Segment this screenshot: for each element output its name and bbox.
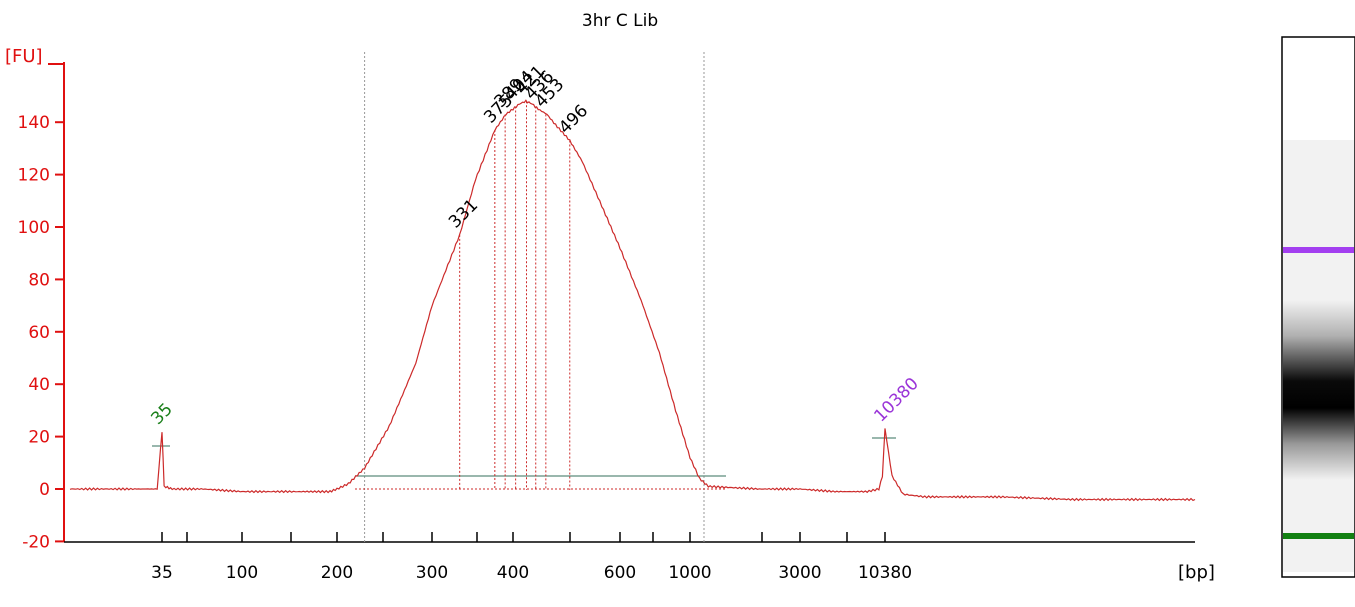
y-tick-label: -20	[22, 532, 50, 552]
y-tick-label: 140	[18, 113, 50, 133]
peak-label: 35	[147, 399, 176, 428]
y-tick-label: 120	[18, 166, 50, 186]
plot-area: -20 0 20 40 60 80 100 120 140 35 100 200 300 400 600 10…	[18, 52, 1196, 583]
y-tick-label: 100	[18, 218, 50, 238]
peak-label: 496	[555, 101, 592, 138]
x-tick-label: 35	[151, 563, 173, 583]
peak-label: 331	[445, 195, 482, 232]
x-tick-label: 300	[416, 563, 448, 583]
lower-marker-band	[1283, 533, 1354, 539]
x-tick-label: 10380	[858, 563, 912, 583]
x-tick-label: 400	[497, 563, 529, 583]
x-tick-label: 1000	[668, 563, 711, 583]
x-tick-label: 200	[321, 563, 353, 583]
y-tick-label: 40	[28, 375, 50, 395]
gel-image	[1281, 36, 1355, 578]
gel-smear-band	[1283, 300, 1354, 480]
y-axis-label: [FU]	[5, 46, 43, 67]
x-tick-label: 100	[226, 563, 258, 583]
peak-label: 10380	[870, 374, 922, 426]
x-tick-label: 3000	[778, 563, 821, 583]
x-tick-label: 600	[604, 563, 636, 583]
fluorescence-trace	[69, 99, 1196, 502]
x-axis-label: [bp]	[1178, 562, 1215, 583]
y-tick-label: 80	[28, 270, 50, 290]
chart-title: 3hr C Lib	[582, 11, 658, 31]
y-tick-label: 20	[28, 428, 50, 448]
upper-marker-band	[1283, 247, 1354, 253]
y-tick-label: 0	[39, 480, 50, 500]
y-tick-label: 60	[28, 323, 50, 343]
